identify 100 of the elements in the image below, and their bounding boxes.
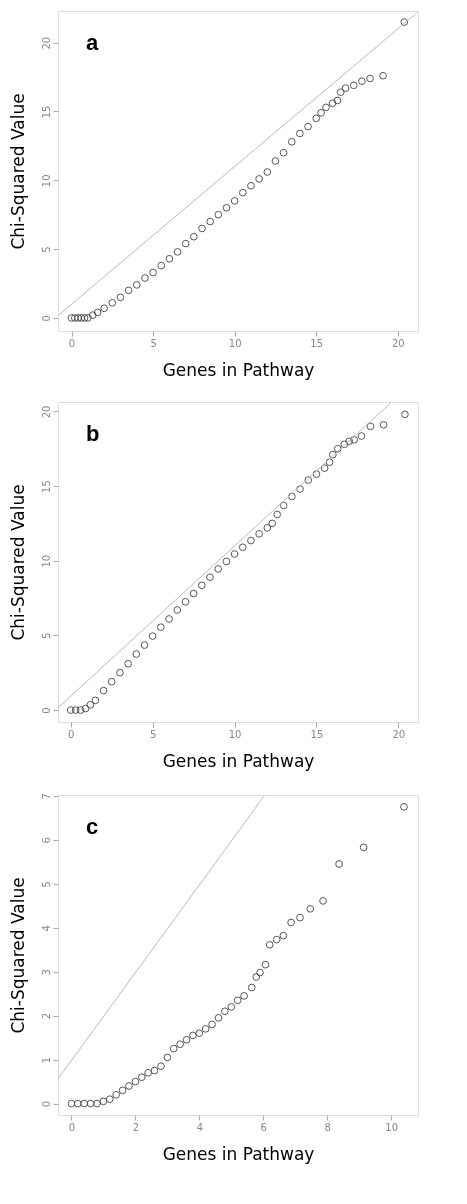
- point: [401, 410, 409, 419]
- point: [345, 437, 354, 446]
- point: [247, 181, 255, 190]
- point: [328, 99, 337, 108]
- x-axis-title: Genes in Pathway: [162, 359, 315, 380]
- y-tick-label: 20: [40, 405, 52, 419]
- point: [317, 109, 325, 117]
- point: [214, 1014, 223, 1022]
- point: [221, 1007, 229, 1016]
- point: [214, 210, 223, 219]
- x-axis-title: Genes in Pathway: [162, 1143, 315, 1164]
- point: [357, 432, 366, 440]
- point: [144, 1068, 153, 1077]
- point: [169, 1044, 178, 1053]
- point: [325, 458, 334, 467]
- point: [238, 188, 247, 197]
- point: [176, 1040, 184, 1049]
- x-tick-label: 4: [196, 1121, 203, 1133]
- point: [366, 74, 374, 83]
- point: [227, 1003, 236, 1011]
- point: [268, 519, 277, 528]
- point: [263, 168, 272, 176]
- point: [214, 565, 223, 573]
- point: [124, 286, 133, 295]
- point: [157, 623, 165, 632]
- point: [272, 935, 281, 944]
- point: [206, 217, 215, 226]
- point: [93, 1099, 101, 1108]
- point: [366, 422, 375, 431]
- point: [265, 941, 274, 949]
- point: [181, 597, 190, 606]
- point: [238, 543, 247, 552]
- y-tick-label: 0: [40, 1100, 52, 1108]
- x-tick-label: 20: [392, 728, 406, 740]
- point: [296, 129, 304, 138]
- x-tick-label: 0: [68, 728, 75, 740]
- point: [105, 1095, 114, 1104]
- point: [116, 293, 125, 302]
- y-tick-label: 10: [40, 554, 52, 568]
- x-tick-label: 8: [324, 1121, 331, 1133]
- y-tick-label: 0: [40, 315, 52, 322]
- point: [74, 314, 82, 322]
- point: [379, 421, 388, 429]
- point: [319, 897, 327, 905]
- point: [93, 308, 102, 317]
- point: [124, 659, 132, 668]
- point: [77, 314, 86, 322]
- y-tick-label: 4: [40, 925, 52, 932]
- point: [359, 843, 368, 852]
- point: [379, 71, 387, 80]
- point: [252, 973, 261, 981]
- point: [349, 81, 358, 90]
- annotation: c: [86, 814, 99, 839]
- x-tick-label: 6: [260, 1121, 267, 1133]
- y-axis-title: Chi-Squared Value: [7, 484, 28, 641]
- x-tick-label: 5: [150, 337, 157, 349]
- point: [312, 470, 321, 478]
- point: [247, 536, 255, 545]
- point: [240, 992, 248, 1000]
- point: [222, 203, 231, 212]
- y-tick-label: 5: [40, 632, 52, 640]
- point: [333, 444, 342, 453]
- point: [336, 88, 345, 97]
- point: [261, 960, 270, 969]
- point: [148, 632, 157, 640]
- point: [137, 1073, 146, 1082]
- point: [140, 641, 149, 649]
- point: [340, 440, 349, 449]
- point: [70, 314, 79, 322]
- point: [350, 435, 358, 444]
- point: [149, 268, 157, 277]
- point: [88, 311, 97, 320]
- point: [67, 1099, 76, 1108]
- point: [163, 1053, 172, 1062]
- point: [71, 706, 80, 714]
- point: [86, 700, 95, 709]
- point: [306, 905, 315, 913]
- y-tick-label: 5: [40, 881, 52, 888]
- point: [279, 931, 288, 940]
- point: [222, 557, 231, 566]
- point: [107, 677, 116, 686]
- point: [66, 706, 75, 714]
- point: [322, 103, 330, 112]
- point: [86, 1099, 95, 1108]
- point: [99, 686, 108, 695]
- point: [296, 485, 304, 493]
- x-tick-label: 15: [310, 728, 324, 740]
- point: [116, 668, 124, 677]
- point: [125, 1082, 133, 1090]
- point: [84, 314, 92, 322]
- y-axis-title: Chi-Squared Value: [7, 93, 28, 250]
- y-tick-label: 7: [40, 793, 52, 800]
- point: [230, 197, 239, 205]
- point: [400, 803, 408, 811]
- point: [296, 913, 304, 922]
- point: [273, 510, 281, 519]
- point: [165, 615, 173, 623]
- point: [141, 274, 149, 282]
- point: [131, 1077, 140, 1086]
- point: [288, 492, 296, 501]
